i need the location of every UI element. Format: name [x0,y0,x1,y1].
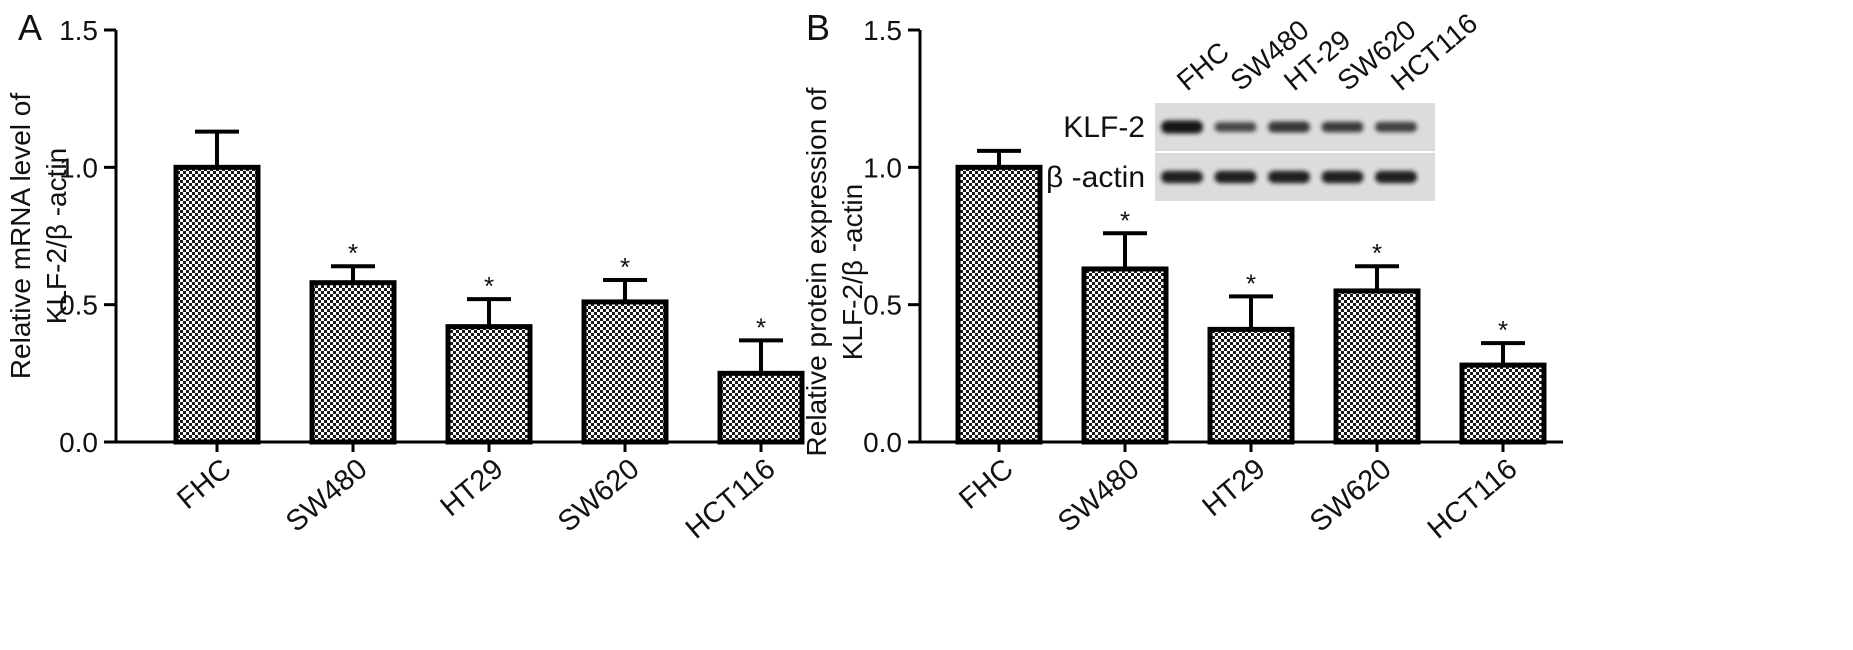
panel-b-bar-ht29 [1207,326,1295,445]
blot-band [1375,121,1417,133]
panel-b-significance-marker: * [1246,268,1256,298]
panel-b-category-label: HT29 [1197,453,1272,523]
panel-label-b: B [806,7,830,48]
panel-b-y-tick-label: 0.5 [863,290,902,321]
panel-b-ylabel-line-2: KLF-2/β -actin [837,184,868,360]
panel-a-bar-fhc [173,164,261,445]
blot-band [1214,170,1257,184]
panel-a-plot: 0.0 0.5 1.0 1.5 FHC * SW480 * HT29 * SW620 * HCT116 [59,15,805,546]
panel-a-significance-marker: * [620,252,630,282]
panel-b-significance-marker: * [1372,238,1382,268]
panel-a-bar-ht29 [445,324,533,445]
panel-b-significance-marker: * [1120,205,1130,235]
panel-a-category-label: HCT116 [680,453,782,546]
panel-a-significance-marker: * [756,312,766,342]
panel-a-category-label: FHC [171,453,237,516]
panel-b-plot: 0.0 0.5 1.0 1.5 FHC * SW480 * HT29 * SW620 * HCT116 [863,15,1563,545]
blot-band [1321,121,1364,133]
panel-b-ylabel-line-1: Relative protein expression of [801,87,832,456]
panel-b-significance-marker: * [1498,315,1508,345]
panel-a-category-label: SW620 [552,453,645,539]
panel-a-significance-marker: * [348,238,358,268]
panel-b-y-tick-label: 1.0 [863,152,902,183]
blot-row-label: KLF-2 [1063,111,1145,144]
panel-a-ylabel-line-1: Relative mRNA level of [5,93,36,380]
blot-band [1268,121,1310,133]
panel-a-bar-sw480 [309,280,397,445]
blot-band [1375,170,1417,184]
panel-b-category-label: SW480 [1052,453,1145,539]
panel-a-bar-sw620 [581,299,669,445]
panel-b-bar-fhc [955,164,1043,445]
blot-band [1268,170,1310,184]
blot-row-label: β -actin [1046,161,1145,194]
panel-a-y-tick-label: 1.0 [59,152,98,183]
panel-b-y-tick-label: 0.0 [863,427,902,458]
panel-b-bar-sw620 [1333,288,1421,445]
panel-b-category-label: SW620 [1304,453,1397,539]
panel-b-bar-sw480 [1081,266,1169,445]
panel-a-category-label: HT29 [435,453,510,523]
panel-label-a: A [18,7,42,48]
panel-a-y-tick-label: 0.0 [59,427,98,458]
panel-a-y-tick-label: 1.5 [59,15,98,46]
panel-b-y-tick-label: 1.5 [863,15,902,46]
panel-b-bar-hct116 [1459,362,1547,445]
panel-b-category-label: FHC [953,453,1019,516]
blot-band [1214,122,1257,132]
panel-a-category-label: SW480 [280,453,373,539]
blot-band [1161,170,1203,184]
panel-a-ylabel-line-2: KLF-2/β -actin [41,148,72,324]
blot-band [1321,170,1364,184]
panel-a-bar-hct116 [717,370,805,445]
panel-a-significance-marker: * [484,271,494,301]
blot-band [1161,120,1203,134]
panel-b-category-label: HCT116 [1422,453,1524,546]
panel-a-y-tick-label: 0.5 [59,290,98,321]
blot-lane-label: FHC [1171,36,1235,97]
